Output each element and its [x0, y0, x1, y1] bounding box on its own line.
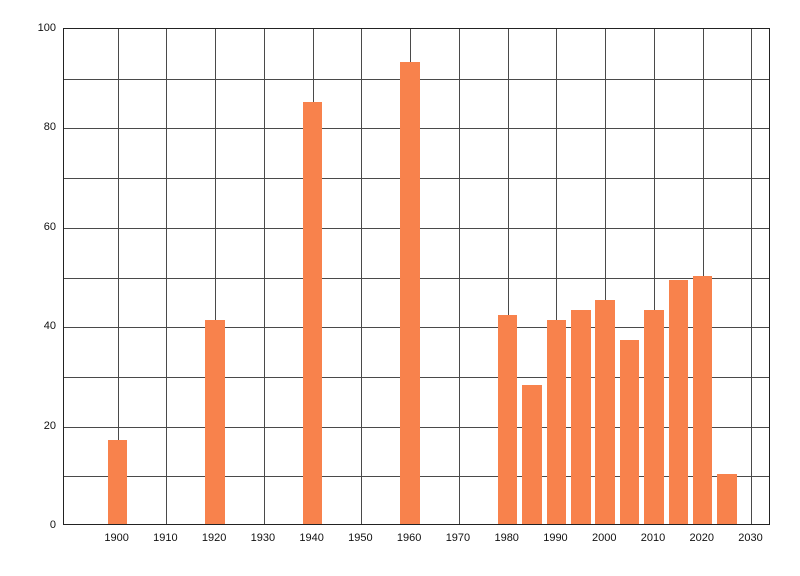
- y-tick-label: 20: [43, 419, 56, 432]
- bar-1990: [546, 320, 567, 524]
- v-gridline: [556, 29, 558, 524]
- v-gridline: [507, 29, 509, 524]
- bar-1920: [205, 320, 225, 524]
- x-tick-label: 2020: [689, 532, 714, 544]
- x-tick-label: 1980: [494, 532, 519, 544]
- bar-1985: [522, 384, 542, 524]
- v-gridline: [653, 29, 655, 524]
- y-tick-label: 0: [49, 519, 56, 531]
- v-gridline: [263, 29, 265, 524]
- v-gridline: [605, 29, 607, 524]
- x-tick-label: 1970: [445, 532, 471, 544]
- x-tick-label: 1950: [348, 532, 373, 544]
- x-tick-label: 1900: [104, 532, 129, 544]
- x-tick-label: 1990: [543, 532, 568, 544]
- bar-2015: [668, 280, 689, 524]
- bar-2025: [717, 474, 737, 524]
- y-tick-label: 40: [43, 320, 56, 333]
- y-tick-label: 60: [43, 220, 56, 233]
- x-tick-label: 2030: [738, 532, 763, 544]
- y-tick-label: 80: [43, 121, 56, 134]
- x-tick-label: 1930: [250, 532, 276, 544]
- x-tick-label: 1910: [153, 532, 178, 544]
- bar-1900: [107, 439, 128, 524]
- v-gridline: [215, 29, 217, 524]
- v-gridline: [751, 29, 753, 524]
- bar-1960: [400, 61, 420, 524]
- bar-2020: [692, 275, 713, 524]
- x-tick-label: 2010: [640, 532, 666, 544]
- v-gridline: [458, 29, 460, 524]
- x-tick-label: 1960: [396, 532, 422, 544]
- bar-1980: [497, 315, 518, 524]
- bar-2010: [644, 310, 664, 524]
- bar-2000: [595, 300, 615, 524]
- x-tick-label: 2000: [591, 532, 617, 544]
- x-tick-label: 1920: [201, 532, 227, 544]
- x-tick-label: 1940: [299, 532, 324, 544]
- v-gridline: [166, 29, 168, 524]
- y-tick-label: 100: [37, 22, 56, 34]
- v-gridline: [361, 29, 363, 524]
- bar-1995: [571, 310, 591, 524]
- v-gridline: [117, 29, 119, 524]
- bar-1940: [302, 101, 323, 524]
- plot-area: [63, 28, 770, 525]
- bar-2005: [619, 340, 640, 524]
